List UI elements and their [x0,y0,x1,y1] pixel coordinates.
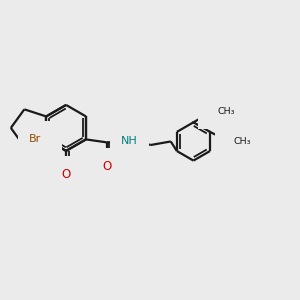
Text: O: O [61,168,71,181]
Text: N: N [42,133,51,146]
Text: O: O [209,108,218,118]
Text: NH: NH [121,136,138,146]
Text: Br: Br [29,134,41,144]
Text: O: O [209,108,218,118]
Text: N: N [42,133,51,146]
Text: CH₃: CH₃ [234,137,251,146]
Text: Br: Br [29,134,41,144]
Text: O: O [103,160,112,173]
Text: CH₃: CH₃ [217,106,235,116]
Text: O: O [103,160,112,173]
Text: O: O [226,135,234,146]
Text: CH₃: CH₃ [217,106,235,116]
Text: CH₃: CH₃ [234,137,251,146]
Text: O: O [61,168,71,181]
Text: NH: NH [121,136,138,146]
Text: O: O [226,135,234,146]
